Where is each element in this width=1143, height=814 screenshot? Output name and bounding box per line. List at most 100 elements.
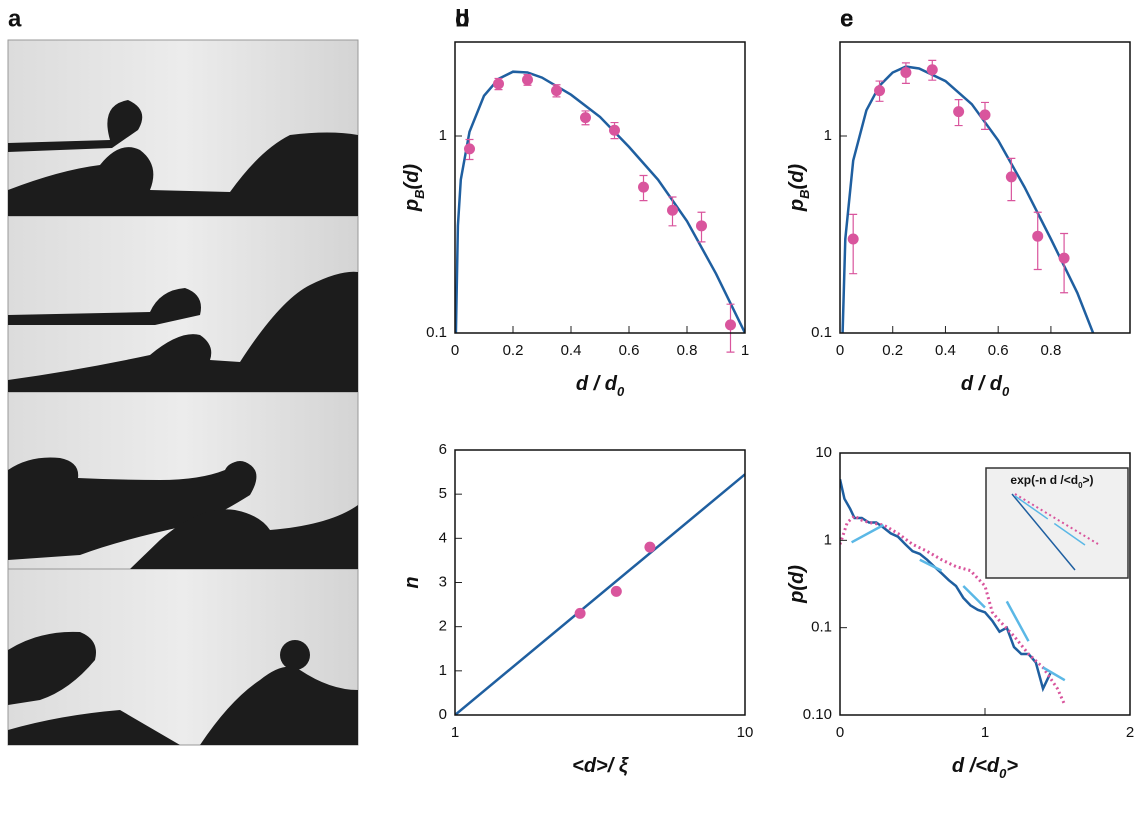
- plot-frame: [454, 449, 746, 716]
- y-tick-label: 0.1: [811, 619, 832, 636]
- y-tick-label: 1: [824, 127, 832, 144]
- y-tick-label: 1: [439, 127, 447, 144]
- series-line: [840, 479, 1052, 693]
- inset-label-part: exp(-n d /<d: [1010, 473, 1078, 487]
- x-tick-label: 1: [741, 342, 749, 359]
- y-tick-label: 1: [439, 662, 447, 679]
- series-line: [455, 70, 745, 333]
- x-tick-label: 10: [737, 724, 754, 741]
- inset-label-part: >): [1083, 473, 1094, 487]
- data-point: [638, 181, 649, 193]
- plot-area: [455, 473, 745, 715]
- y-tick-label: 0: [439, 706, 447, 723]
- y-label-group: n: [401, 576, 423, 588]
- data-point: [725, 319, 736, 331]
- x-tick-label: 0.4: [935, 342, 956, 359]
- panel-label: d: [455, 5, 470, 32]
- panel-label: b: [455, 5, 470, 32]
- plot-frame: [839, 452, 1131, 716]
- series-line: [841, 65, 1095, 333]
- x-axis-label-part: <d>/ ξ: [572, 755, 629, 777]
- x-tick-label: 0: [836, 342, 844, 359]
- data-point: [610, 585, 622, 597]
- y-axis-label-part: (d): [786, 164, 808, 190]
- data-point: [847, 233, 859, 245]
- x-tick-label: 0.2: [503, 342, 524, 359]
- x-tick-label: 0: [451, 342, 459, 359]
- x-tick-label: 0.2: [882, 342, 903, 359]
- data-point: [900, 67, 912, 79]
- y-tick-label: 0.1: [426, 324, 447, 341]
- panel-label: c: [840, 5, 853, 32]
- x-tick-label: 0.6: [619, 342, 640, 359]
- y-axis-label: n: [401, 576, 423, 588]
- data-point: [926, 64, 938, 76]
- x-axis-label: d /<d0>: [952, 755, 1018, 781]
- x-tick-label: 0.4: [561, 342, 582, 359]
- data-point: [609, 124, 620, 136]
- y-tick-label: 10: [815, 444, 832, 461]
- series-line: [851, 523, 1066, 682]
- data-point: [1058, 252, 1070, 264]
- x-tick-label: 1: [981, 724, 989, 741]
- y-label-group: pB(d): [401, 164, 427, 212]
- y-axis-label: pB(d): [401, 164, 427, 212]
- data-point: [580, 112, 591, 124]
- data-point: [667, 204, 678, 216]
- x-axis-label-part: d / d: [961, 373, 1003, 395]
- y-tick-label: 4: [439, 529, 447, 546]
- y-label-group: p(d): [786, 565, 808, 604]
- y-tick-label: 3: [439, 573, 447, 590]
- panel-label: a: [8, 5, 22, 32]
- inset: [985, 467, 1129, 579]
- data-point: [574, 607, 586, 619]
- photo-strip: [7, 39, 359, 746]
- y-tick-label: 6: [439, 441, 447, 458]
- data-point: [644, 541, 656, 553]
- plot-frame: [839, 41, 1131, 334]
- data-point: [696, 220, 707, 232]
- plot-area: [455, 70, 745, 333]
- x-tick-label: 0.8: [1040, 342, 1061, 359]
- x-tick-label: 0.8: [677, 342, 698, 359]
- x-tick-label: 1: [451, 724, 459, 741]
- data-point: [464, 143, 475, 155]
- y-tick-label: 5: [439, 485, 447, 502]
- data-point: [1032, 230, 1044, 242]
- x-axis-label: d / d0: [576, 373, 625, 399]
- inset-label: exp(-n d /<d0>): [1010, 473, 1093, 489]
- y-axis-label-part: B: [797, 189, 812, 198]
- x-tick-label: 0: [836, 724, 844, 741]
- y-label-group: pB(d): [786, 164, 812, 212]
- x-axis-label: <d>/ ξ: [572, 755, 629, 777]
- x-axis-label-part: >: [1006, 755, 1018, 777]
- x-axis-label: d / d0: [961, 373, 1010, 399]
- data-point: [551, 85, 562, 97]
- x-axis-label-part: 0: [1002, 384, 1010, 399]
- y-tick-label: 0.10: [803, 706, 832, 723]
- plot-area: [841, 65, 1095, 333]
- data-point: [1005, 171, 1017, 183]
- data-point: [953, 106, 965, 118]
- x-axis-label-part: d / d: [576, 373, 618, 395]
- x-axis-label-part: 0: [617, 384, 625, 399]
- y-axis-label: pB(d): [786, 164, 812, 212]
- y-axis-label-part: (d): [401, 164, 423, 190]
- plot-frame: [454, 41, 746, 334]
- y-axis-label-part: p(d): [786, 565, 808, 604]
- x-axis-label-part: d /<d: [952, 755, 1000, 777]
- series-line: [455, 473, 745, 715]
- y-axis-label-part: p: [786, 199, 808, 212]
- y-tick-label: 1: [824, 531, 832, 548]
- y-axis-label-part: n: [401, 576, 423, 588]
- data-point: [522, 74, 533, 86]
- inset-label-part: 0: [1078, 481, 1083, 490]
- y-axis-label-part: B: [412, 189, 427, 198]
- x-tick-label: 0.6: [988, 342, 1009, 359]
- data-point: [874, 85, 886, 97]
- y-tick-label: 0.1: [811, 324, 832, 341]
- y-axis-label: p(d): [786, 565, 808, 604]
- panel-label: e: [840, 5, 853, 32]
- data-point: [979, 109, 991, 121]
